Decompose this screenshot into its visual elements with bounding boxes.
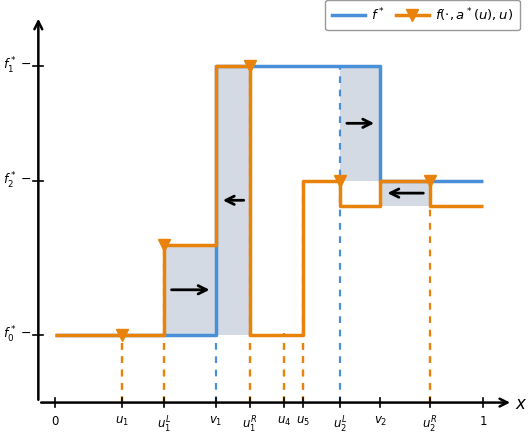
$f(\cdot, a^*(u), u)$ (161, 242, 167, 248)
$f^*$ (52, 332, 59, 337)
Text: $u_1^L$: $u_1^L$ (157, 415, 172, 435)
$f^*$ (377, 63, 384, 69)
Text: $1$: $1$ (479, 415, 487, 428)
$f^*$ (377, 178, 384, 183)
Text: $v_2$: $v_2$ (374, 415, 387, 428)
Text: $u_5$: $u_5$ (296, 415, 311, 428)
$f(\cdot, a^*(u), u)$ (247, 332, 253, 337)
Bar (381, 180, 429, 205)
Text: $u_1$: $u_1$ (114, 415, 129, 428)
$f(\cdot, a^*(u), u)$ (337, 178, 343, 183)
$f(\cdot, a^*(u), u)$ (337, 203, 343, 208)
$f(\cdot, a^*(u), u)$ (300, 332, 306, 337)
$f(\cdot, a^*(u), u)$ (213, 63, 219, 69)
Text: $u_2^L$: $u_2^L$ (333, 415, 347, 435)
$f(\cdot, a^*(u), u)$ (247, 63, 253, 69)
Bar (340, 66, 381, 180)
$f(\cdot, a^*(u), u)$ (480, 203, 486, 208)
Text: $f_0^*$ $-$: $f_0^*$ $-$ (3, 324, 32, 345)
$f(\cdot, a^*(u), u)$ (426, 178, 432, 183)
$f(\cdot, a^*(u), u)$ (300, 178, 306, 183)
$f(\cdot, a^*(u), u)$ (161, 332, 167, 337)
$f^*$ (480, 178, 486, 183)
$f(\cdot, a^*(u), u)$ (426, 203, 432, 208)
$f(\cdot, a^*(u), u)$ (213, 242, 219, 248)
Text: $v_1$: $v_1$ (209, 415, 223, 428)
Text: $u_2^R$: $u_2^R$ (422, 415, 437, 435)
Text: $f_1^*$ $-$: $f_1^*$ $-$ (3, 56, 32, 76)
Bar (216, 66, 250, 334)
$f(\cdot, a^*(u), u)$ (52, 332, 59, 337)
$f^*$ (213, 63, 219, 69)
Bar (164, 245, 216, 334)
Text: $x$: $x$ (515, 396, 527, 413)
$f^*$ (213, 332, 219, 337)
Text: $f_2^*$ $-$: $f_2^*$ $-$ (3, 171, 32, 191)
$f(\cdot, a^*(u), u)$ (377, 178, 384, 183)
Text: $0$: $0$ (51, 415, 60, 428)
Text: $u_1^R$: $u_1^R$ (243, 415, 258, 435)
Line: $f^*$: $f^*$ (56, 66, 483, 334)
$f(\cdot, a^*(u), u)$ (377, 203, 384, 208)
Line: $f(\cdot, a^*(u), u)$: $f(\cdot, a^*(u), u)$ (56, 66, 483, 334)
Text: $u_4$: $u_4$ (277, 415, 292, 428)
Legend: $f^*$, $f(\cdot, a^*(u), u)$: $f^*$, $f(\cdot, a^*(u), u)$ (325, 0, 520, 30)
